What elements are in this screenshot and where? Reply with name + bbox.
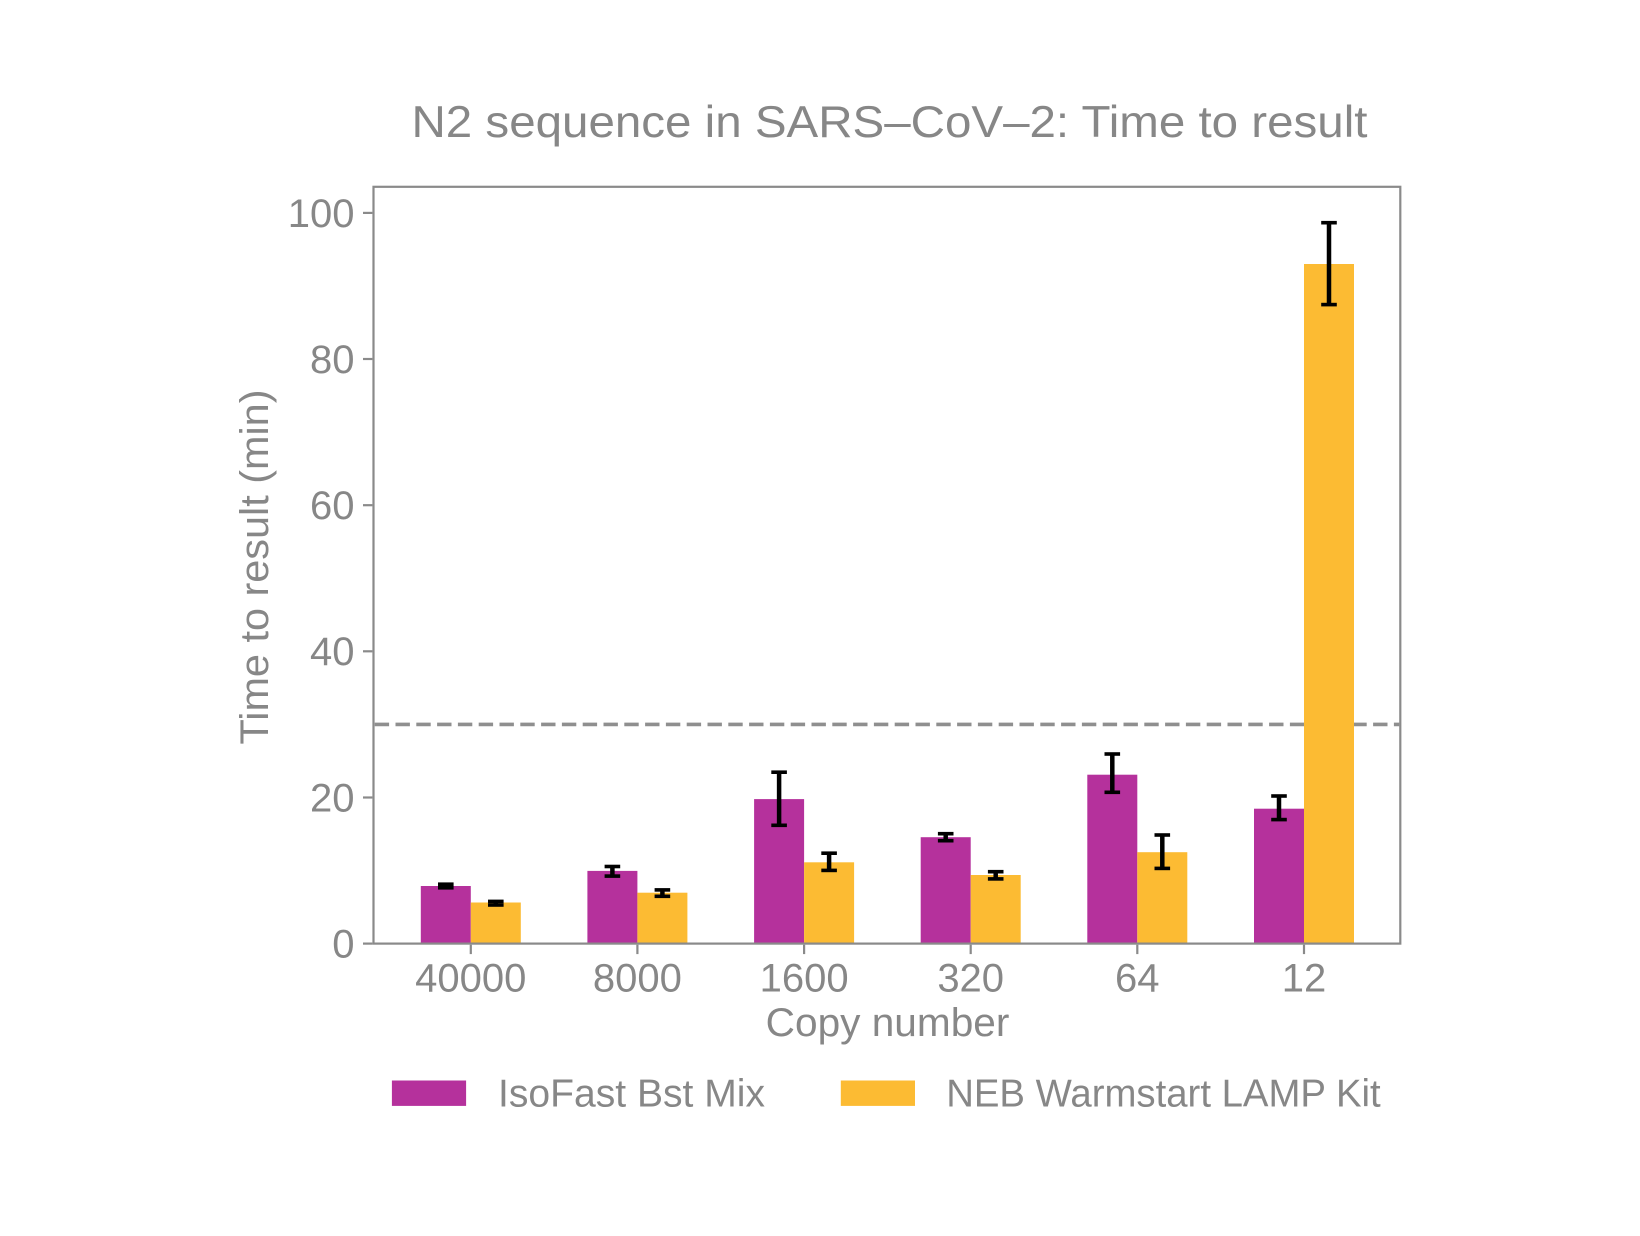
svg-text:60: 60 (310, 484, 355, 528)
svg-text:12: 12 (1282, 956, 1327, 1000)
svg-text:IsoFast Bst Mix: IsoFast Bst Mix (498, 1073, 765, 1116)
svg-text:100: 100 (288, 192, 355, 236)
svg-text:20: 20 (310, 776, 355, 820)
svg-text:80: 80 (310, 338, 355, 382)
svg-text:1600: 1600 (760, 956, 849, 1000)
svg-text:320: 320 (937, 956, 1004, 1000)
svg-text:40000: 40000 (415, 956, 526, 1000)
svg-text:NEB Warmstart LAMP Kit: NEB Warmstart LAMP Kit (946, 1073, 1381, 1116)
svg-text:Copy number: Copy number (766, 1001, 1010, 1045)
svg-text:64: 64 (1115, 956, 1160, 1000)
svg-text:Time to result (min): Time to result (min) (233, 389, 277, 744)
svg-text:N2 sequence in SARS–CoV–2: Tim: N2 sequence in SARS–CoV–2: Time to resul… (412, 98, 1369, 147)
svg-text:0: 0 (332, 923, 354, 967)
svg-text:40: 40 (310, 630, 355, 674)
svg-text:8000: 8000 (593, 956, 682, 1000)
